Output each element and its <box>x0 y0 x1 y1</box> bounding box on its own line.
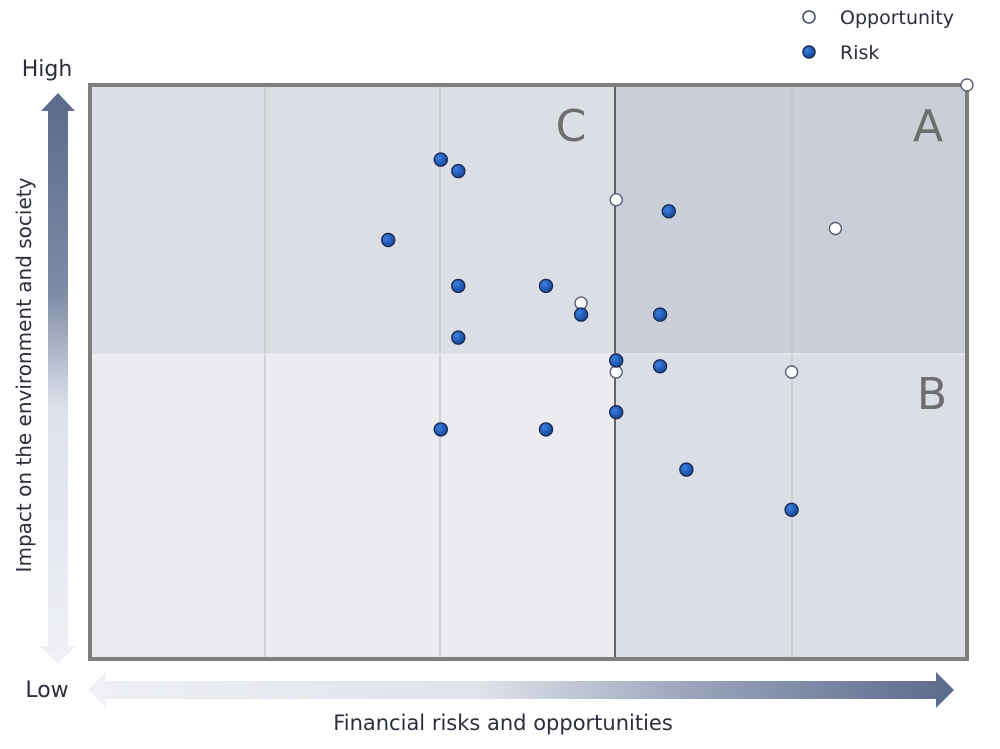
risk-point <box>433 422 448 437</box>
risk-point <box>652 359 668 374</box>
quadrant-low-left-bg <box>90 354 615 659</box>
y-axis-low-label: Low <box>25 678 68 703</box>
y-axis-title: Impact on the environment and society <box>12 177 36 572</box>
legend: Opportunity Risk <box>802 7 954 64</box>
opportunity-point <box>609 365 623 379</box>
legend-opportunity-label: Opportunity <box>840 7 954 29</box>
risk-point <box>381 232 396 248</box>
y-axis-high-label: High <box>22 57 73 82</box>
opportunity-point <box>960 78 974 92</box>
legend-opportunity-marker <box>802 10 816 24</box>
quadrant-label-a: A <box>913 101 943 152</box>
opportunity-point <box>784 365 799 379</box>
risk-point <box>573 307 589 322</box>
quadrant-label-c: C <box>556 101 587 152</box>
risk-point <box>538 422 554 437</box>
risk-point <box>451 278 466 294</box>
risk-point <box>652 307 668 322</box>
opportunity-point <box>828 221 843 236</box>
quadrant-c-bg <box>90 85 615 354</box>
data-points <box>381 78 974 517</box>
risk-point <box>661 204 676 219</box>
x-axis-title: Financial risks and opportunities <box>333 711 673 735</box>
opportunity-point <box>609 193 623 207</box>
legend-risk-marker <box>802 45 816 59</box>
risk-point <box>433 152 448 167</box>
risk-point <box>451 330 466 345</box>
risk-point <box>784 502 799 517</box>
risk-point <box>451 163 466 179</box>
opportunity-point <box>574 296 588 310</box>
risk-point <box>609 353 624 368</box>
quadrant-a-bg <box>615 85 967 354</box>
risk-point <box>609 405 624 420</box>
risk-point <box>538 278 554 294</box>
y-axis-arrow <box>40 93 76 664</box>
quadrant-label-b: B <box>917 369 947 420</box>
x-axis-arrow <box>88 672 954 708</box>
risk-point <box>679 462 694 477</box>
plot-frame <box>88 83 969 661</box>
legend-risk-label: Risk <box>840 42 879 64</box>
